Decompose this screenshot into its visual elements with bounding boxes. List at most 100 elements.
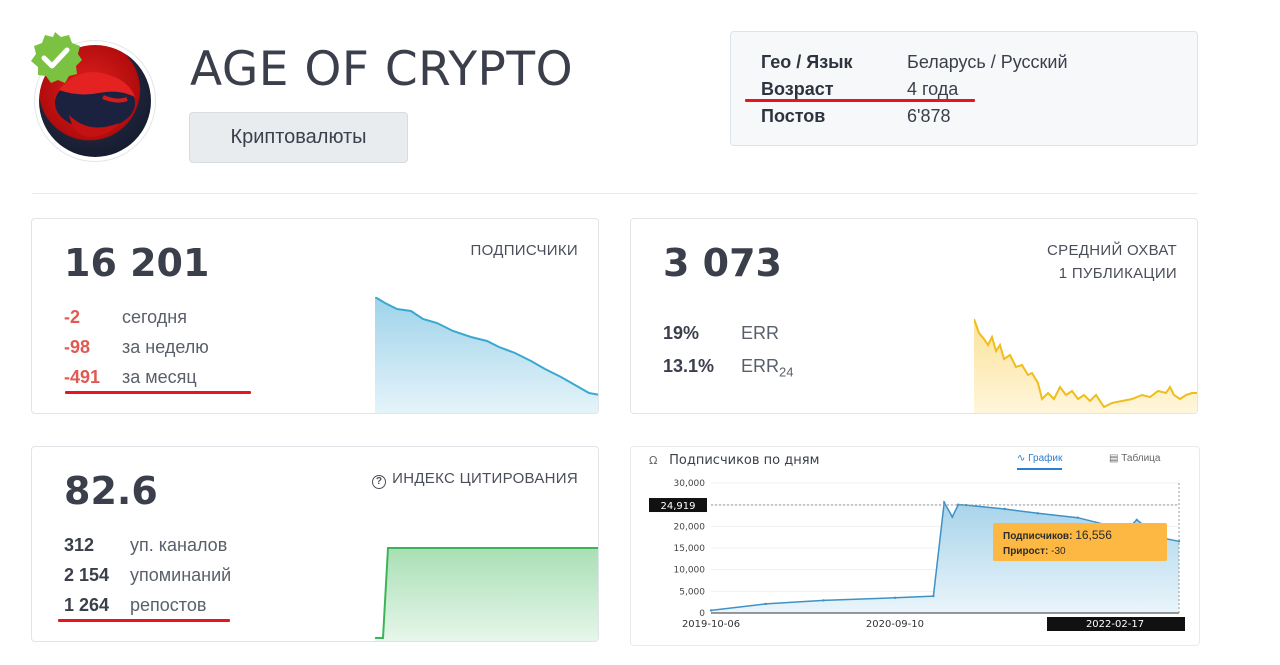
chart-x-tick-label: 2020-09-10 — [866, 619, 924, 630]
table-icon: ▤ — [1109, 453, 1122, 464]
subscribers-count: 16 201 — [64, 241, 210, 285]
tab-chart-label: График — [1028, 453, 1063, 464]
line-chart-icon: ∿ — [1017, 453, 1029, 464]
red-underline-mark — [65, 391, 251, 394]
channel-title: AGE OF CRYPTO — [190, 42, 574, 97]
reach-sparkline — [974, 318, 1197, 413]
stat-sub: 24 — [779, 364, 794, 380]
chart-data-point — [764, 602, 767, 606]
citation-card[interactable]: 82.6 ? ИНДЕКС ЦИТИРОВАНИЯ 312 уп. каналов … — [31, 446, 599, 642]
chart-y-tick-label: 5,000 — [679, 587, 705, 597]
red-underline-mark — [58, 619, 230, 622]
tab-chart[interactable]: ∿ График — [1017, 453, 1063, 470]
info-row-geo: Гео / Язык Беларусь / Русский — [761, 52, 1068, 73]
chart-data-point — [932, 594, 935, 598]
info-value: 4 года — [907, 79, 959, 99]
chart-x-tick-label: 2019-10-06 — [682, 619, 740, 630]
info-key: Возраст — [761, 79, 834, 99]
chart-data-point — [1036, 512, 1039, 515]
stat-num: 13.1% — [663, 356, 715, 376]
tooltip-row1: Подписчиков: 16,556 — [1003, 528, 1157, 544]
stat-text: уп. каналов — [130, 535, 228, 555]
tooltip-label: Подписчиков: — [1003, 531, 1073, 542]
stat-text: репостов — [130, 595, 207, 615]
chart-x-tick-label: 2022-02-17 — [1086, 619, 1144, 630]
channel-avatar-wrap — [28, 30, 158, 166]
stat-err: 19% ERR — [663, 323, 779, 344]
reach-card[interactable]: 3 073 СРЕДНИЙ ОХВАТ 1 ПУБЛИКАЦИИ 19% ERR … — [630, 218, 1198, 414]
chart-y-tick-label: 20,000 — [674, 522, 706, 532]
tooltip-row2: Прирост: -30 — [1003, 544, 1157, 559]
reach-count: 3 073 — [663, 241, 782, 285]
chart-data-point — [1177, 540, 1181, 543]
stat-text: ERR — [741, 356, 780, 376]
citation-sparkline — [375, 547, 598, 641]
citation-label-wrap: ? ИНДЕКС ЦИТИРОВАНИЯ — [372, 467, 578, 490]
chart-data-point — [1135, 518, 1138, 522]
chart-y-tick-label: 15,000 — [674, 544, 706, 554]
stat-month: -491 за месяц — [64, 367, 197, 388]
chart-icon: Ω — [649, 454, 658, 467]
citation-index: 82.6 — [64, 469, 158, 513]
chart-cursor-label: 24,919 — [661, 501, 696, 512]
info-row-age: Возраст 4 года — [761, 79, 958, 100]
reach-label-line2: 1 ПУБЛИКАЦИИ — [1058, 265, 1177, 282]
stat-week: -98 за неделю — [64, 337, 209, 358]
reach-label-line1: СРЕДНИЙ ОХВАТ — [1047, 242, 1177, 259]
info-key: Постов — [761, 106, 826, 126]
channel-info-box: Гео / Язык Беларусь / Русский Возраст 4 го… — [730, 31, 1198, 146]
stat-text: ERR — [741, 323, 780, 343]
help-circle-icon[interactable]: ? — [372, 475, 387, 489]
tooltip-value: -30 — [1051, 546, 1066, 557]
sparkline-line — [375, 297, 598, 396]
chart-data-point — [709, 609, 713, 612]
sparkline-line — [375, 547, 598, 639]
stat-num: -491 — [64, 367, 101, 387]
chart-panel-title-wrap: Ω Подписчиков по дням — [649, 453, 819, 468]
stat-mentions: 2 154 упоминаний — [64, 565, 231, 586]
category-button[interactable]: Криптовалюты — [189, 112, 408, 163]
chart-cursor-date-bg — [1047, 617, 1185, 631]
chart-data-point — [893, 596, 897, 600]
chart-data-point — [942, 501, 946, 504]
chart-data-point — [965, 503, 968, 507]
stat-num: -98 — [64, 337, 91, 357]
red-underline-mark — [745, 99, 975, 102]
tab-table[interactable]: ▤ Таблица — [1109, 453, 1160, 464]
tab-table-label: Таблица — [1121, 453, 1161, 464]
chart-y-tick-label: 10,000 — [674, 566, 706, 576]
chart-y-tick-label: 30,000 — [674, 479, 706, 489]
info-row-posts: Постов 6'878 — [761, 106, 950, 127]
chart-panel-title: Подписчиков по дням — [669, 453, 820, 468]
chart-data-point — [1003, 507, 1006, 511]
stat-num: 19% — [663, 323, 700, 343]
info-value: Беларусь / Русский — [907, 52, 1068, 72]
chart-y-tick-label: 0 — [699, 609, 705, 619]
divider — [32, 193, 1198, 194]
sparkline-line — [974, 318, 1197, 409]
tooltip-label: Прирост: — [1003, 546, 1049, 557]
stat-num: -2 — [64, 307, 81, 327]
stat-today: -2 сегодня — [64, 307, 187, 328]
sparkline-area — [974, 319, 1197, 413]
info-key: Гео / Язык — [761, 52, 853, 72]
chart-tooltip: Подписчиков: 16,556 Прирост: -30 — [993, 523, 1167, 561]
stat-reposts: 1 264 репостов — [64, 595, 206, 616]
stat-text: за месяц — [122, 367, 197, 387]
stat-text: упоминаний — [130, 565, 232, 585]
sparkline-area — [375, 297, 598, 413]
subscribers-sparkline — [375, 297, 598, 413]
verified-badge-icon — [28, 30, 82, 84]
chart-cursor-label-bg — [649, 498, 707, 513]
stat-text: сегодня — [122, 307, 187, 327]
tooltip-value: 16,556 — [1075, 528, 1112, 542]
subscribers-card[interactable]: 16 201 ПОДПИСЧИКИ -2 сегодня -98 за неделю… — [31, 218, 599, 414]
sparkline-area — [375, 548, 598, 641]
chart-data-point — [1076, 516, 1080, 519]
chart-data-point — [951, 515, 954, 518]
stat-text: за неделю — [122, 337, 209, 357]
info-value: 6'878 — [907, 106, 951, 126]
stat-num: 312 — [64, 535, 95, 555]
stat-num: 1 264 — [64, 595, 110, 615]
chart-data-point — [957, 503, 960, 506]
